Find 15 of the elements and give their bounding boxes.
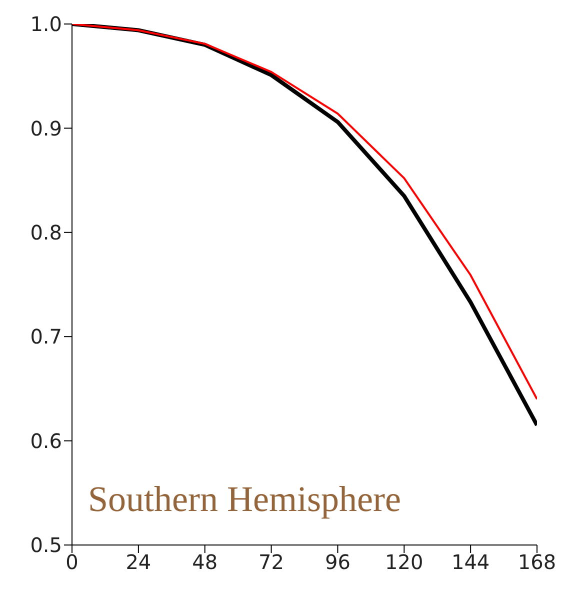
x-tick-label: 24 <box>126 550 152 574</box>
annotation: Southern Hemisphere <box>88 478 401 520</box>
x-tick-label: 72 <box>258 550 284 574</box>
y-tick-label: 1.0 <box>30 12 62 36</box>
y-tick-label: 0.7 <box>30 324 62 349</box>
x-tick-label: 144 <box>451 550 490 574</box>
x-tick-label: 48 <box>192 550 218 574</box>
x-tick-label: 0 <box>66 550 78 574</box>
x-tick-label: 168 <box>518 550 556 574</box>
y-tick-label: 0.5 <box>30 533 62 558</box>
x-tick-label: 120 <box>385 550 424 574</box>
y-tick-label: 0.8 <box>30 220 62 244</box>
x-tick-label: 96 <box>324 550 350 574</box>
y-tick-label: 0.9 <box>30 116 62 140</box>
y-tick-label: 0.6 <box>30 428 62 453</box>
